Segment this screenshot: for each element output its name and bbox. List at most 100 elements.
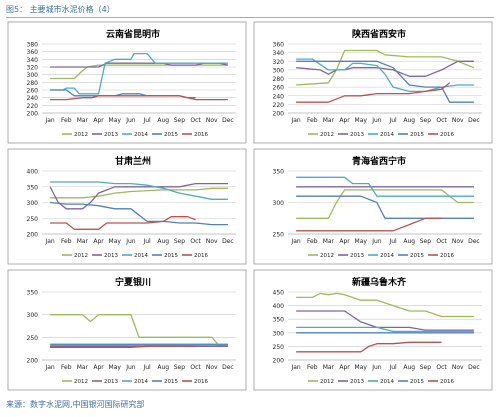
x-tick-label: May [109, 117, 122, 124]
series-line-2016 [296, 82, 451, 103]
x-tick-label: Sep [420, 364, 432, 371]
chart-title: 云南省昆明市 [106, 28, 160, 40]
legend-label: 2016 [194, 379, 208, 385]
y-tick-label: 300 [273, 200, 285, 207]
y-tick-label: 220 [273, 102, 285, 109]
y-tick-label: 200 [273, 358, 285, 365]
legend-label: 2013 [350, 379, 364, 385]
chart-title: 青海省西宁市 [352, 155, 406, 167]
x-tick-label: Jul [142, 117, 151, 124]
x-tick-label: Jul [388, 117, 397, 124]
x-tick-label: Oct [190, 238, 201, 245]
x-tick-label: Apr [93, 117, 104, 124]
y-tick-label: 280 [273, 76, 285, 83]
legend-label: 2016 [440, 132, 454, 138]
x-tick-label: Sep [420, 117, 432, 124]
legend-label: 2016 [440, 253, 454, 259]
series-line-2014 [296, 176, 474, 197]
legend-label: 2013 [104, 379, 118, 385]
x-tick-label: Mar [323, 364, 335, 371]
x-tick-label: Jul [142, 364, 151, 371]
chart-frame [253, 148, 493, 265]
x-tick-label: Jul [388, 238, 397, 245]
x-tick-label: May [355, 117, 368, 124]
y-tick-label: 300 [27, 72, 39, 79]
x-tick-label: Nov [206, 238, 218, 245]
x-tick-label: Jan [290, 117, 300, 124]
x-tick-label: Oct [190, 117, 201, 124]
x-tick-label: Jun [371, 117, 382, 124]
legend-label: 2012 [320, 132, 334, 138]
x-tick-label: Nov [452, 238, 464, 245]
legend-label: 2012 [320, 253, 334, 259]
y-tick-label: 450 [273, 290, 285, 297]
x-tick-label: Apr [339, 238, 350, 245]
x-tick-label: Nov [206, 117, 218, 124]
x-tick-label: Jan [44, 364, 54, 371]
x-tick-label: Jun [371, 364, 382, 371]
y-tick-label: 320 [273, 59, 285, 66]
legend-label: 2014 [134, 253, 148, 259]
y-tick-label: 360 [27, 49, 39, 56]
x-tick-label: Apr [93, 364, 104, 371]
legend-label: 2015 [164, 379, 178, 385]
series-line-2014 [296, 58, 474, 93]
chart-frame [7, 269, 247, 391]
legend-label: 2015 [164, 132, 178, 138]
legend-label: 2014 [380, 132, 394, 138]
series-line-2015 [50, 201, 228, 226]
x-tick-label: Oct [436, 117, 447, 124]
series-line-2012 [296, 49, 475, 86]
x-tick-label: Aug [157, 117, 169, 124]
y-tick-label: 350 [27, 290, 39, 297]
chart-title: 陕西省西安市 [352, 28, 406, 40]
x-tick-label: Sep [174, 238, 186, 245]
chart-title: 甘肃兰州 [115, 155, 151, 167]
y-tick-label: 260 [273, 85, 285, 92]
x-tick-label: Dec [222, 117, 234, 124]
series-line-2015 [296, 195, 474, 219]
legend-label: 2016 [194, 132, 208, 138]
x-tick-label: Aug [157, 238, 169, 245]
y-tick-label: 200 [27, 232, 39, 239]
legend-label: 2015 [410, 132, 424, 138]
legend-label: 2013 [350, 132, 364, 138]
x-tick-label: Feb [307, 117, 318, 124]
y-tick-label: 250 [273, 344, 285, 351]
y-tick-label: 250 [27, 216, 39, 223]
x-tick-label: Jun [125, 238, 136, 245]
y-tick-label: 340 [273, 50, 285, 57]
y-tick-label: 360 [273, 42, 285, 49]
y-tick-label: 200 [27, 358, 39, 365]
x-tick-label: Aug [403, 364, 415, 371]
x-tick-label: Mar [77, 117, 89, 124]
series-line-2016 [296, 217, 442, 232]
x-tick-label: Jun [371, 238, 382, 245]
x-tick-label: Aug [403, 238, 415, 245]
x-tick-label: Aug [403, 117, 415, 124]
legend-label: 2012 [74, 379, 88, 385]
x-tick-label: Dec [468, 364, 480, 371]
x-tick-label: Mar [77, 238, 89, 245]
y-tick-label: 350 [273, 317, 285, 324]
x-tick-label: Apr [339, 364, 350, 371]
title-divider [6, 17, 494, 18]
series-line-2013 [296, 310, 474, 331]
y-tick-label: 200 [273, 111, 285, 118]
legend-label: 2015 [410, 379, 424, 385]
x-tick-label: May [355, 238, 368, 245]
x-tick-label: May [355, 364, 368, 371]
y-tick-label: 400 [27, 169, 39, 176]
legend-label: 2012 [74, 253, 88, 259]
x-tick-label: Feb [61, 364, 72, 371]
series-line-2014 [50, 52, 228, 95]
x-tick-label: Jan [44, 117, 54, 124]
legend-label: 2012 [320, 379, 334, 385]
x-tick-label: Mar [323, 238, 335, 245]
x-tick-label: Aug [157, 364, 169, 371]
series-line-2013 [49, 182, 228, 210]
chart-title: 新疆乌鲁木齐 [352, 276, 407, 288]
x-tick-label: Mar [323, 117, 335, 124]
x-tick-label: Feb [61, 238, 72, 245]
